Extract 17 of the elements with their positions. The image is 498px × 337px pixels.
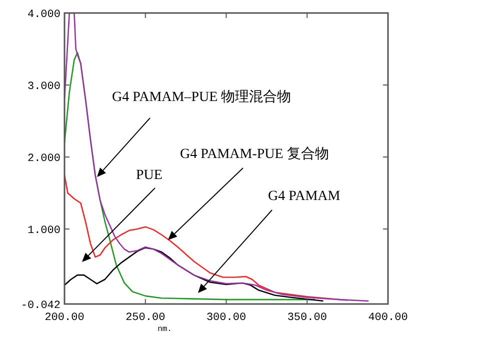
y-tick-label: 1.000	[27, 224, 60, 237]
y-tick-label: 3.000	[27, 80, 60, 93]
annotation: PUE	[136, 168, 162, 183]
x-tick-label: 250.00	[126, 312, 166, 324]
y-tick-label: 2.000	[27, 152, 60, 165]
x-axis-title: nm.	[158, 325, 172, 334]
x-tick-label: 200.00	[44, 312, 84, 324]
line-series	[64, 247, 324, 302]
annotation: G4 PAMAM-PUE 复合物	[180, 146, 329, 162]
x-tick-label: 400.00	[368, 312, 408, 324]
annotation: G4 PAMAM	[268, 189, 341, 204]
x-tick-label: 300.00	[206, 312, 246, 324]
y-tick-label: -0.042	[20, 300, 60, 312]
line-series	[64, 13, 370, 302]
y-tick-label: 4.000	[27, 9, 60, 21]
annotation: G4 PAMAM–PUE 物理混合物	[112, 89, 292, 105]
x-tick-label: 350.00	[287, 312, 327, 324]
